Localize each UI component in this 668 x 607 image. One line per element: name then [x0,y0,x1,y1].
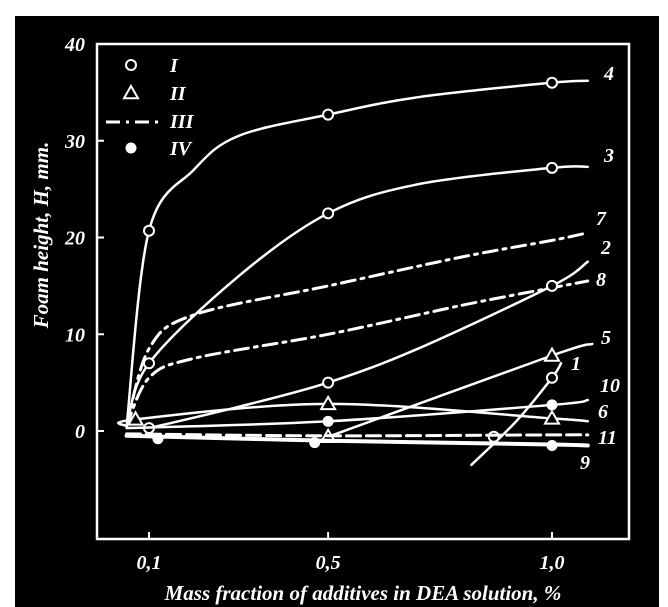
y-axis-label: Foam height, H, mm. [29,142,53,330]
data-point-6 [319,394,337,411]
x-tick-label: 1,0 [540,552,565,574]
data-point-4 [322,108,335,121]
data-point-4 [143,224,155,237]
legend-marker-IV [125,142,137,154]
series-line-3 [125,165,590,428]
series-label-9: 9 [580,452,590,474]
series-label-3: 3 [603,145,614,167]
data-point-3 [546,161,558,174]
data-point-4 [546,76,558,89]
series-line-4 [125,79,590,428]
x-tick-label: 0,5 [316,552,341,574]
data-point-9 [152,433,164,445]
data-point-2 [322,376,335,389]
data-point-3 [322,207,335,220]
chart-panel [15,16,659,607]
series-line-10 [125,398,590,430]
legend-label-I: I [169,55,179,77]
legend-label-IV: IV [169,138,193,160]
series-line-11 [125,432,590,438]
legend-marker-I [125,59,137,71]
series-label-8: 8 [596,269,606,291]
series-label-7: 7 [596,208,607,230]
data-point-5 [543,346,561,362]
legend-label-II: II [169,83,187,105]
y-tick-label: 0 [75,421,85,443]
data-point-1 [487,430,500,443]
series-label-5: 5 [601,327,611,349]
x-axis-label: Mass fraction of additives in DEA soluti… [164,581,562,605]
series-label-10: 10 [600,375,620,397]
x-tick-label: 0,1 [137,552,162,574]
data-point-9 [546,440,558,452]
data-point-9 [309,437,321,449]
y-tick-label: 30 [64,131,85,153]
series-line-1 [470,362,563,467]
series-label-6: 6 [598,401,608,423]
series-label-1: 1 [571,353,581,375]
data-point-2 [546,279,558,292]
series-line-9 [124,433,590,448]
series-line-2 [147,260,590,430]
legend-label-III: III [169,111,195,133]
y-tick-label: 20 [64,228,85,250]
series-line-5 [326,342,594,439]
data-point-6 [543,409,561,425]
series-label-2: 2 [600,237,611,259]
data-point-3 [143,357,155,370]
y-tick-label: 40 [64,34,85,56]
series-label-4: 4 [603,63,614,85]
plot-frame [95,42,631,541]
legend-marker-II [122,83,140,100]
series-label-11: 11 [598,427,617,449]
data-point-1 [546,371,558,384]
series-line-7 [125,231,590,428]
data-point-6 [126,410,145,426]
data-point-10 [546,399,558,411]
y-tick-label: 10 [65,324,85,346]
data-point-10 [322,415,334,427]
